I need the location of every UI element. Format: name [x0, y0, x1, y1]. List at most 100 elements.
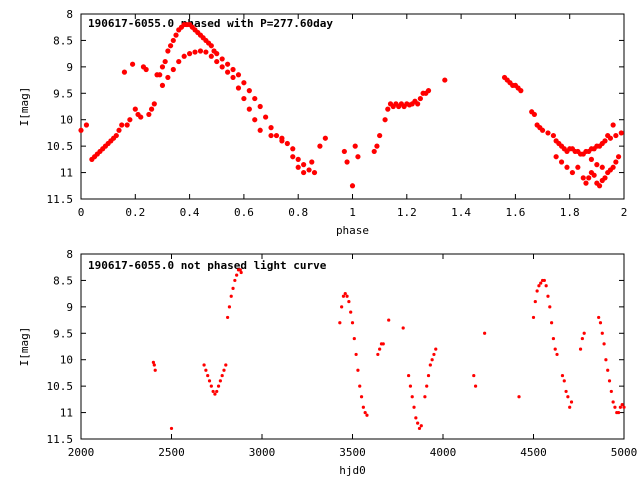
phased-data-point [531, 111, 538, 118]
phased-data-point [344, 159, 350, 165]
lightcurve-data-point [600, 331, 604, 335]
phased-data-point [230, 66, 236, 73]
phased-data-point [385, 106, 391, 112]
lightcurve-data-point [423, 395, 427, 399]
phased-data-point [83, 122, 90, 128]
lightcurve-data-point [412, 405, 416, 409]
lightcurve-data-point [483, 331, 487, 335]
lightcurve-data-point [598, 321, 603, 325]
phased-data-point [317, 143, 323, 149]
lightcurve-data-point [239, 270, 243, 275]
phased-data-point [113, 132, 119, 139]
lightcurve-ytick-label: 8.5 [53, 274, 73, 287]
phased-data-point [306, 167, 312, 173]
lightcurve-xtick-label: 5000 [611, 446, 638, 459]
lightcurve-data-point [578, 347, 583, 351]
lightcurve-data-point [602, 342, 606, 346]
lightcurve-data-point [224, 363, 228, 367]
phased-data-point [148, 106, 155, 112]
lightcurve-data-point [207, 379, 212, 383]
phased-data-point [170, 66, 176, 73]
phased-data-point [124, 122, 130, 128]
phased-data-point [159, 82, 166, 88]
phased-data-point [575, 164, 581, 170]
phased-data-point [602, 138, 608, 144]
lightcurve-data-point [550, 321, 554, 325]
phased-data-point [279, 138, 285, 144]
lightcurve-data-point [604, 358, 608, 362]
lightcurve-data-point [349, 310, 353, 314]
phased-data-point [214, 51, 220, 57]
phased-data-point [219, 64, 225, 70]
lightcurve-y-axis-label: I[mag] [18, 327, 31, 367]
phased-data-point [241, 95, 247, 102]
phased-data-point [322, 135, 328, 141]
lightcurve-data-point [428, 363, 432, 367]
lightcurve-data-point [620, 403, 624, 407]
phased-data-point [181, 53, 187, 59]
phased-data-point [341, 148, 347, 155]
phased-data-point [588, 156, 595, 162]
lightcurve-data-point [517, 395, 521, 399]
lightcurve-data-point [407, 373, 411, 378]
lightcurve-xtick-label: 3500 [339, 446, 366, 459]
lightcurve-data-point [213, 392, 217, 396]
lightcurve-data-point [434, 347, 438, 351]
lightcurve-data-point [537, 284, 541, 288]
phased-data-point [580, 175, 586, 181]
phased-ytick-label: 10.5 [47, 140, 74, 153]
lightcurve-data-point [341, 294, 346, 298]
lightcurve-data-point [340, 305, 344, 309]
lightcurve-xtick-label: 2000 [68, 446, 95, 459]
lightcurve-data-point [472, 373, 476, 378]
lightcurve-data-point [401, 326, 405, 330]
lightcurve-data-point [238, 268, 242, 272]
phased-ytick-label: 8 [66, 8, 73, 21]
lightcurve-data-point [419, 424, 423, 428]
lightcurve-data-point [417, 426, 422, 431]
phased-xtick-label: 1.8 [560, 206, 580, 219]
phased-xtick-label: 1.6 [505, 206, 525, 219]
phased-ytick-label: 9 [66, 61, 73, 74]
phased-y-axis-label: I[mag] [18, 87, 31, 127]
lightcurve-data-point [555, 352, 559, 357]
phased-xtick-label: 0 [78, 206, 85, 219]
phased-data-point [173, 32, 179, 38]
phased-data-point [613, 159, 619, 165]
phased-data-point [295, 156, 301, 162]
phased-data-point [309, 159, 315, 165]
lightcurve-ytick-label: 11.5 [47, 433, 74, 446]
phased-data-point [374, 143, 380, 149]
phased-data-point [143, 66, 149, 73]
phased-data-point [214, 58, 220, 65]
phased-xtick-label: 0.6 [234, 206, 254, 219]
phased-data-point [352, 143, 358, 149]
phased-data-point [235, 72, 242, 78]
lightcurve-data-point [216, 384, 221, 388]
lightcurve-data-point [553, 347, 557, 351]
lightcurve-data-point [562, 379, 566, 383]
phased-data-point [290, 146, 296, 152]
phased-panel: 0 0.2 0.4 0.6 0.8 1 1.2 1.4 1.6 1.8 2 8 8.5 9 9.5 10 10.… [18, 8, 627, 237]
lightcurve-xtick-label: 2500 [158, 446, 185, 459]
lightcurve-data-point [609, 389, 613, 394]
phased-x-axis-label: phase [336, 224, 369, 237]
lightcurve-data-point [204, 368, 208, 372]
phased-data-point [252, 95, 258, 102]
lightcurve-data-point [611, 400, 615, 404]
lightcurve-data-point [426, 373, 431, 378]
lightcurve-data-point [202, 363, 206, 367]
phased-data-point [176, 58, 182, 65]
phased-data-point [586, 175, 592, 181]
lightcurve-xtick-label: 4000 [430, 446, 457, 459]
phased-xtick-label: 1.4 [451, 206, 471, 219]
phased-xtick-label: 1.2 [397, 206, 417, 219]
phased-data-point [157, 72, 163, 78]
phased-data-point [610, 164, 616, 170]
phased-ytick-label: 10 [60, 114, 73, 127]
phased-data-point [371, 148, 377, 155]
phased-data-point [127, 117, 133, 123]
lightcurve-data-point [408, 384, 413, 388]
phased-data-point [382, 117, 388, 123]
